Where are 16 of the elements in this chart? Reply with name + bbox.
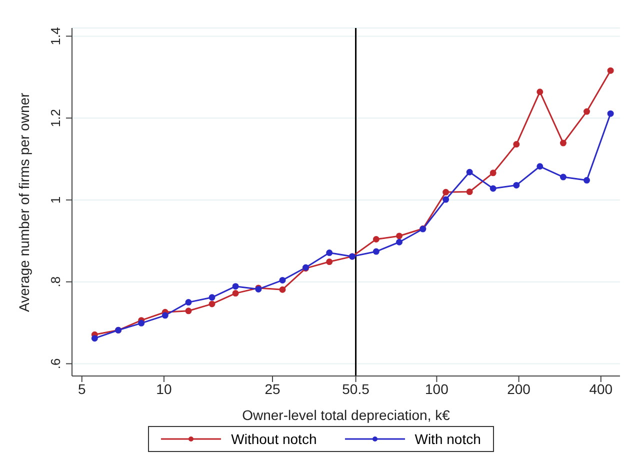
x-tick-label: 400 xyxy=(589,380,613,397)
y-tick-label: .6 xyxy=(48,358,63,370)
x-tick-label: 10 xyxy=(156,380,172,397)
y-tick-label: .8 xyxy=(48,276,63,288)
x-tick-label: 25 xyxy=(264,380,280,397)
legend-label: With notch xyxy=(414,431,481,447)
y-tick-label: 1.4 xyxy=(48,27,63,46)
x-tick-label: 50.5 xyxy=(342,380,370,397)
x-axis-title: Owner-level total depreciation, k€ xyxy=(242,407,450,423)
legend-label: Without notch xyxy=(231,431,317,447)
x-tick-label: 5 xyxy=(78,380,86,397)
y-tick-label: 1 xyxy=(48,196,63,204)
x-tick-label: 100 xyxy=(425,380,449,397)
y-tick-label: 1.2 xyxy=(48,109,63,128)
y-axis-title: Average number of firms per owner xyxy=(16,92,32,312)
x-tick-label: 200 xyxy=(507,380,531,397)
